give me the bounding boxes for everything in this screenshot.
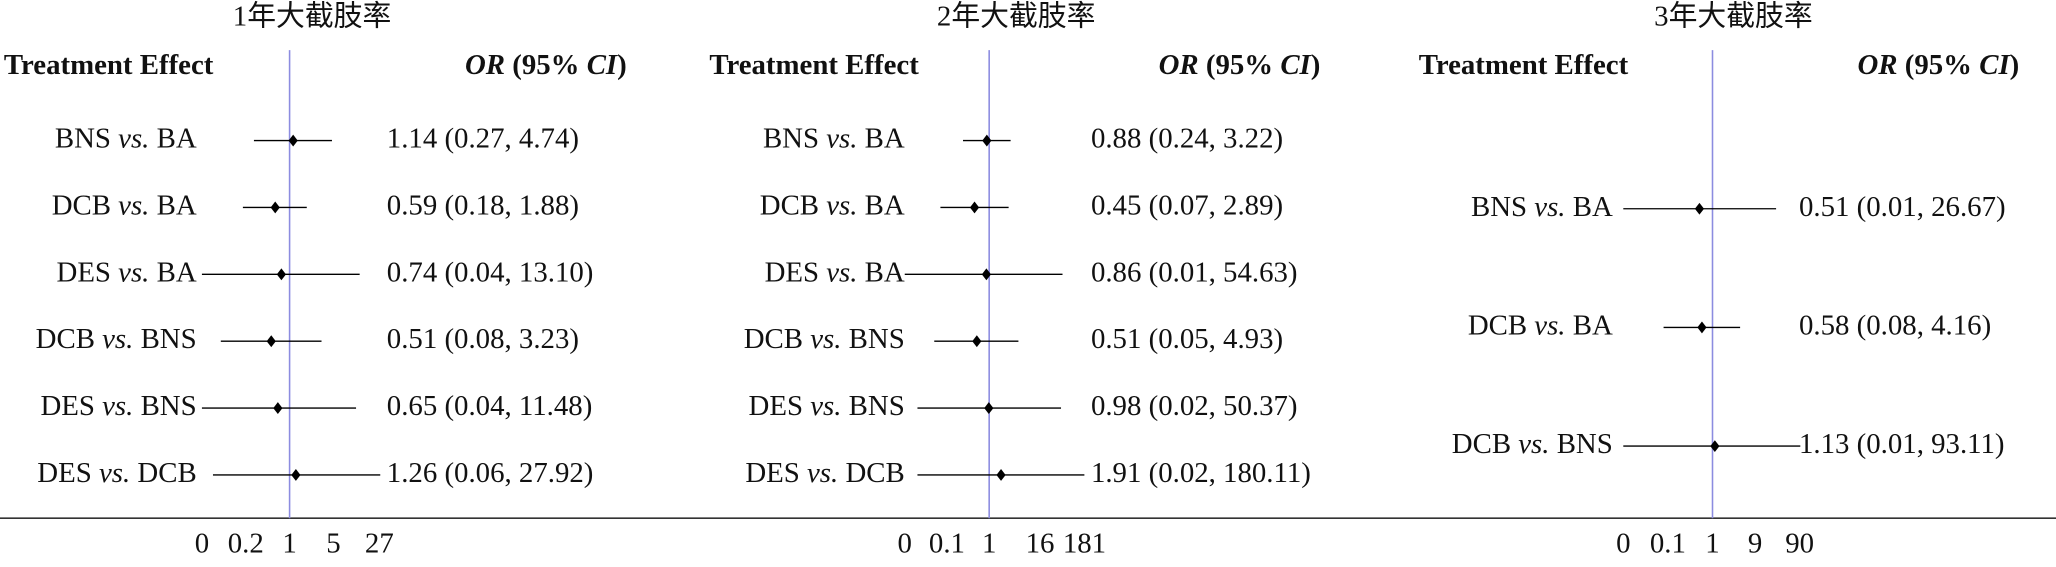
header-left: Treatment Effect <box>709 49 919 81</box>
comparison-label: DCB vs. BA <box>52 189 197 221</box>
or-value-label: 1.13 (0.01, 93.11) <box>1799 428 2005 460</box>
or-value-label: 0.59 (0.18, 1.88) <box>387 189 579 221</box>
x-tick-label: 181 <box>1063 527 1106 559</box>
x-tick-label: 0.2 <box>228 527 264 559</box>
header-right: OR (95% CI) <box>1857 49 2019 81</box>
x-tick-label: 0 <box>1616 527 1630 559</box>
point-estimate <box>1697 321 1707 334</box>
comparison-label: DES vs. BA <box>765 256 905 288</box>
point-estimate <box>981 268 991 281</box>
point-estimate <box>969 201 980 214</box>
comparison-label: DCB vs. BNS <box>1452 428 1613 460</box>
comparison-label: DCB vs. BA <box>1468 309 1613 341</box>
point-estimate <box>273 402 283 414</box>
comparison-label: DCB vs. BA <box>760 189 905 221</box>
or-value-label: 0.98 (0.02, 50.37) <box>1091 390 1298 422</box>
or-value-label: 0.74 (0.04, 13.10) <box>387 256 594 288</box>
comparison-label: BNS vs. BA <box>763 122 905 154</box>
comparison-label: DES vs. BA <box>57 256 197 288</box>
point-estimate <box>276 268 286 281</box>
point-estimate <box>266 335 276 348</box>
x-tick-label: 16 <box>1026 527 1055 559</box>
comparison-label: DES vs. DCB <box>745 457 904 489</box>
x-tick-label: 5 <box>326 527 340 559</box>
or-value-label: 0.45 (0.07, 2.89) <box>1091 189 1283 221</box>
or-value-label: 1.91 (0.02, 180.11) <box>1091 457 1311 489</box>
panel-title: 2年大截肢率 <box>937 0 1096 32</box>
comparison-label: DES vs. DCB <box>37 457 196 489</box>
or-value-label: 0.51 (0.08, 3.23) <box>387 323 579 355</box>
header-right: OR (95% CI) <box>1159 49 1321 81</box>
or-value-label: 1.14 (0.27, 4.74) <box>387 122 579 154</box>
comparison-label: DES vs. BNS <box>749 390 905 422</box>
x-tick-label: 90 <box>1785 527 1814 559</box>
point-estimate <box>972 335 982 348</box>
x-tick-label: 9 <box>1748 527 1762 559</box>
point-estimate <box>996 469 1006 481</box>
x-tick-label: 1 <box>282 527 296 559</box>
comparison-label: DCB vs. BNS <box>36 323 197 355</box>
or-value-label: 0.88 (0.24, 3.22) <box>1091 122 1283 154</box>
x-tick-label: 1 <box>982 527 996 559</box>
or-value-label: 1.26 (0.06, 27.92) <box>387 457 594 489</box>
comparison-label: BNS vs. BA <box>1471 190 1613 222</box>
or-value-label: 0.86 (0.01, 54.63) <box>1091 256 1298 288</box>
or-value-label: 0.58 (0.08, 4.16) <box>1799 309 1991 341</box>
header-left: Treatment Effect <box>1419 49 1629 81</box>
x-tick-label: 1 <box>1705 527 1719 559</box>
x-tick-label: 0 <box>898 527 912 559</box>
or-value-label: 0.51 (0.05, 4.93) <box>1091 323 1283 355</box>
comparison-label: DES vs. BNS <box>40 390 196 422</box>
point-estimate <box>984 402 994 414</box>
point-estimate <box>1710 440 1720 452</box>
point-estimate <box>291 469 301 481</box>
point-estimate <box>288 134 298 147</box>
comparison-label: DCB vs. BNS <box>744 323 905 355</box>
x-tick-label: 0.1 <box>929 527 965 559</box>
x-tick-label: 27 <box>365 527 394 559</box>
or-value-label: 0.51 (0.01, 26.67) <box>1799 190 2006 222</box>
point-estimate <box>1694 202 1705 215</box>
or-value-label: 0.65 (0.04, 11.48) <box>387 390 593 422</box>
header-left: Treatment Effect <box>4 49 214 81</box>
comparison-label: BNS vs. BA <box>55 122 197 154</box>
point-estimate <box>982 134 992 147</box>
point-estimate <box>270 201 280 214</box>
x-tick-label: 0 <box>195 527 209 559</box>
panel-title: 3年大截肢率 <box>1654 0 1813 32</box>
x-tick-label: 0.1 <box>1650 527 1686 559</box>
panel-title: 1年大截肢率 <box>233 0 392 32</box>
header-right: OR (95% CI) <box>465 49 627 81</box>
